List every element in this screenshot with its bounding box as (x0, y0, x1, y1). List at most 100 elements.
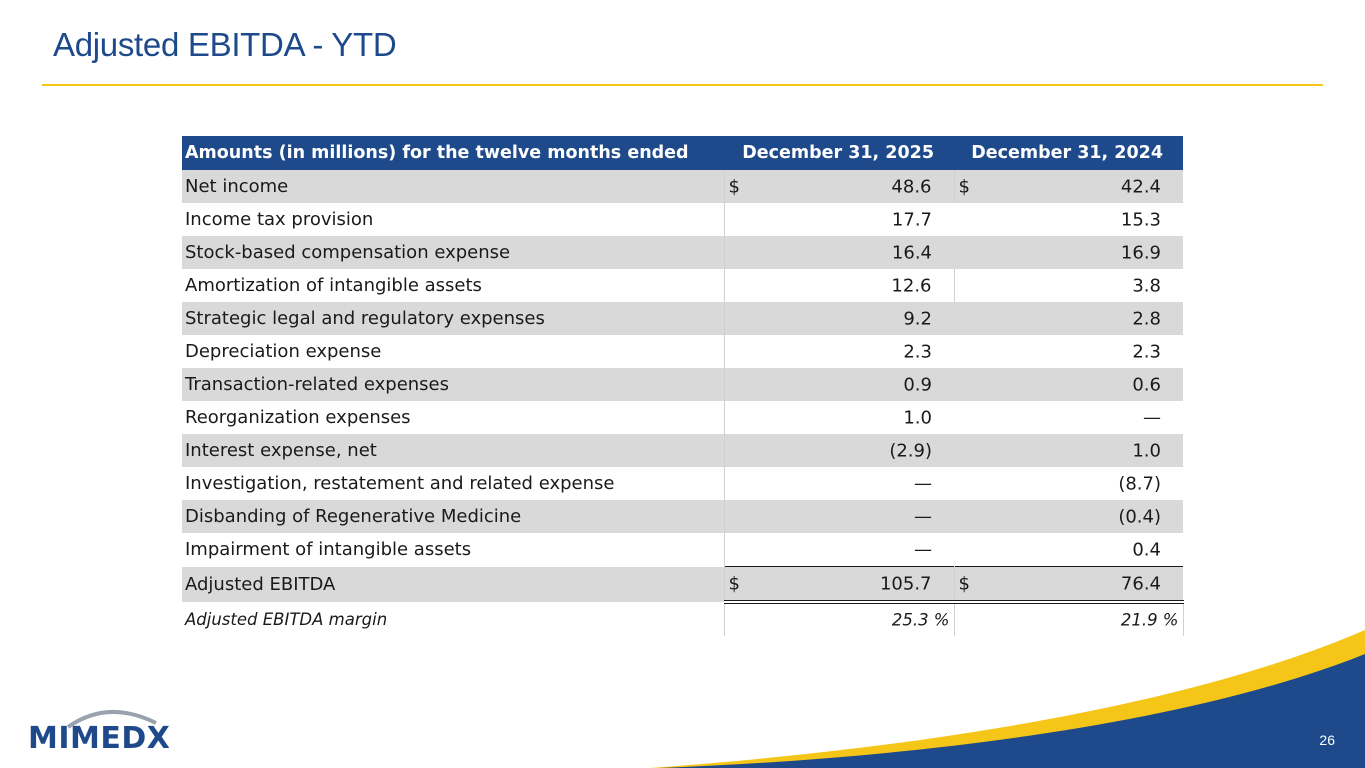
amount: 3.8 (1132, 275, 1161, 296)
total-label: Adjusted EBITDA (182, 566, 725, 602)
table-row: Depreciation expense 2.3 2.3 (182, 335, 1183, 368)
table-row: Net income $48.6 $42.4 (182, 170, 1183, 203)
row-label: Investigation, restatement and related e… (182, 467, 725, 500)
amount: 16.9 (1120, 242, 1161, 263)
amount: — (1143, 407, 1161, 428)
table-row: Amortization of intangible assets 12.6 3… (182, 269, 1183, 302)
row-label: Transaction-related expenses (182, 368, 725, 401)
table-row: Income tax provision 17.7 15.3 (182, 203, 1183, 236)
adjusted-ebitda-table: Amounts (in millions) for the twelve mon… (182, 136, 1184, 636)
row-value-2024: 3.8 (954, 269, 1183, 302)
table-header-row: Amounts (in millions) for the twelve mon… (182, 136, 1183, 170)
row-value-2025: 1.0 (724, 401, 954, 434)
table-row: Disbanding of Regenerative Medicine — (0… (182, 500, 1183, 533)
logo-wordmark: MIMEDX (28, 721, 171, 756)
table-row: Investigation, restatement and related e… (182, 467, 1183, 500)
row-label: Reorganization expenses (182, 401, 725, 434)
amount: (0.4) (1118, 506, 1161, 527)
table-row: Stock-based compensation expense 16.4 16… (182, 236, 1183, 269)
row-label: Net income (182, 170, 725, 203)
amount: 25.3 % (891, 610, 950, 630)
amount: 17.7 (891, 209, 932, 230)
row-value-2025: — (724, 500, 954, 533)
amount: 16.4 (891, 242, 932, 263)
margin-row: Adjusted EBITDA margin 25.3 % 21.9 % (182, 602, 1184, 636)
currency-symbol: $ (958, 176, 970, 197)
row-value-2025: — (724, 533, 954, 567)
header-col-2025: December 31, 2025 (724, 136, 954, 170)
row-label: Interest expense, net (182, 434, 725, 467)
row-value-2024: 1.0 (954, 434, 1183, 467)
row-value-2025: — (724, 467, 954, 500)
currency-symbol: $ (728, 176, 740, 197)
page-number: 26 (1319, 732, 1335, 748)
table-row: Interest expense, net (2.9) 1.0 (182, 434, 1183, 467)
amount: — (914, 473, 932, 494)
amount: 12.6 (891, 275, 932, 296)
amount: — (914, 506, 932, 527)
amount: (8.7) (1118, 473, 1161, 494)
amount: 21.9 % (1120, 610, 1179, 630)
row-value-2025: 17.7 (724, 203, 954, 236)
amount: 105.7 (879, 573, 932, 594)
row-value-2024: 16.9 (954, 236, 1183, 269)
row-value-2025: (2.9) (724, 434, 954, 467)
row-value-2025: 16.4 (724, 236, 954, 269)
row-value-2025: 12.6 (724, 269, 955, 302)
row-label: Disbanding of Regenerative Medicine (182, 500, 725, 533)
table-row: Strategic legal and regulatory expenses … (182, 302, 1183, 335)
logo-arc-icon (66, 710, 157, 729)
header-label: Amounts (in millions) for the twelve mon… (182, 136, 724, 170)
row-label: Impairment of intangible assets (182, 533, 725, 567)
amount: 2.3 (1132, 341, 1161, 362)
amount: 2.3 (903, 341, 932, 362)
row-value-2024: — (954, 401, 1183, 434)
amount: 9.2 (903, 308, 932, 329)
row-value-2024: 0.6 (954, 368, 1183, 401)
currency-symbol: $ (958, 573, 970, 594)
row-label: Depreciation expense (182, 335, 725, 368)
footer-swoosh (650, 630, 1365, 768)
amount: 42.4 (1120, 176, 1161, 197)
margin-label: Adjusted EBITDA margin (182, 602, 725, 636)
total-value-2024: $76.4 (954, 566, 1183, 604)
row-label: Amortization of intangible assets (182, 269, 725, 302)
amount: (2.9) (889, 440, 932, 461)
amount: 0.4 (1132, 539, 1161, 560)
row-value-2024: 15.3 (954, 203, 1183, 236)
row-value-2024: 2.8 (954, 302, 1183, 335)
row-value-2025: 9.2 (724, 302, 954, 335)
row-label: Income tax provision (182, 203, 725, 236)
amount: 15.3 (1120, 209, 1161, 230)
row-value-2024: (8.7) (954, 467, 1183, 500)
row-label: Stock-based compensation expense (182, 236, 725, 269)
amount: 0.6 (1132, 374, 1161, 395)
row-value-2025: 0.9 (724, 368, 954, 401)
row-value-2024: (0.4) (954, 500, 1183, 533)
slide-title: Adjusted EBITDA - YTD (53, 26, 397, 63)
mimedx-logo: MIMEDX (28, 703, 188, 759)
amount: 76.4 (1120, 573, 1161, 594)
amount: 0.9 (903, 374, 932, 395)
currency-symbol: $ (728, 573, 740, 594)
row-value-2024: $42.4 (954, 170, 1183, 203)
row-label: Strategic legal and regulatory expenses (182, 302, 725, 335)
row-value-2025: 2.3 (724, 335, 954, 368)
table-row: Reorganization expenses 1.0 — (182, 401, 1183, 434)
amount: — (914, 539, 932, 560)
table-row: Transaction-related expenses 0.9 0.6 (182, 368, 1183, 401)
row-value-2024: 0.4 (954, 533, 1183, 567)
total-value-2025: $105.7 (724, 566, 955, 604)
amount: 2.8 (1132, 308, 1161, 329)
title-divider (42, 84, 1323, 86)
row-value-2024: 2.3 (954, 335, 1183, 368)
header-col-2024: December 31, 2024 (954, 136, 1183, 170)
margin-value-2024: 21.9 % (954, 602, 1184, 636)
amount: 48.6 (891, 176, 932, 197)
table-row: Impairment of intangible assets — 0.4 (182, 533, 1183, 567)
amount: 1.0 (903, 407, 932, 428)
margin-value-2025: 25.3 % (724, 602, 955, 636)
row-value-2025: $48.6 (724, 170, 955, 203)
amount: 1.0 (1132, 440, 1161, 461)
total-row: Adjusted EBITDA $105.7 $76.4 (182, 566, 1183, 604)
